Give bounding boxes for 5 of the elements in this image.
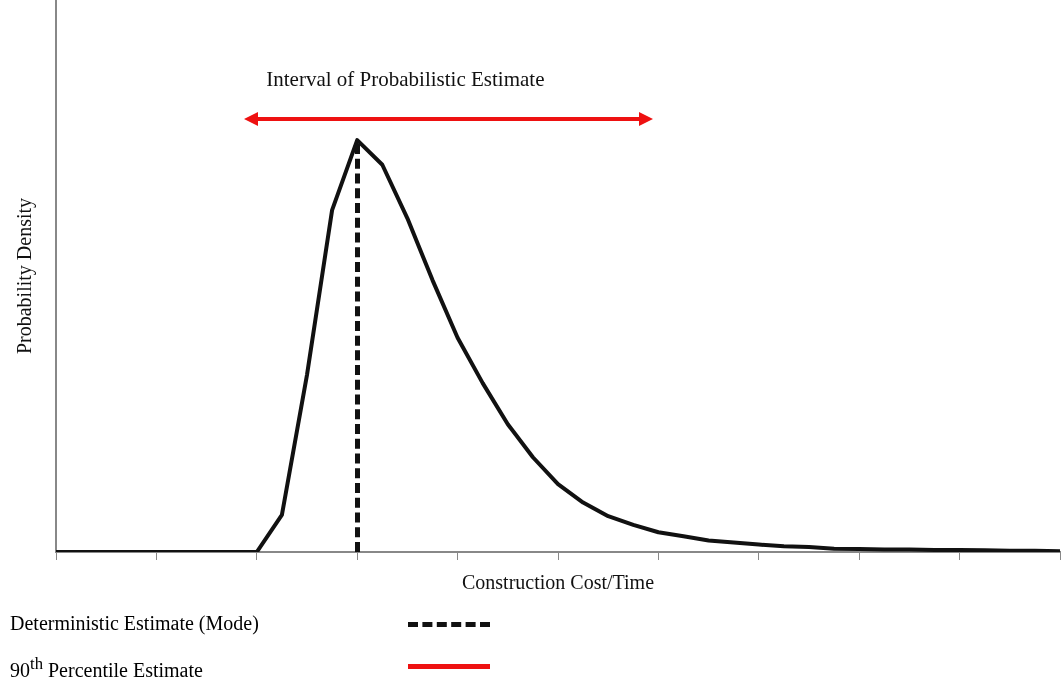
text: Interval of Probabilistic Estimate	[266, 66, 545, 92]
x-axis-title: Construction Cost/Time	[461, 571, 655, 594]
text: Deterministic Estimate (Mode)	[10, 612, 259, 634]
y-axis-title: Probability Density	[13, 197, 37, 355]
text: 90$^{th}$ Percentile Estimate	[10, 654, 203, 681]
